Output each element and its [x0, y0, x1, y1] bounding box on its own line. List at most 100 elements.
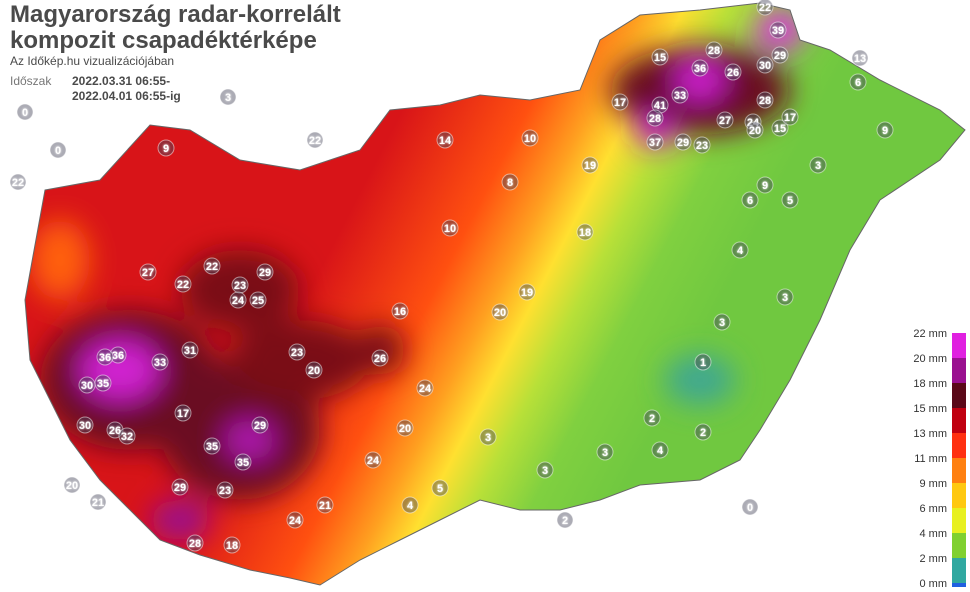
- station-marker: [521, 129, 539, 147]
- station-value: 26: [109, 425, 121, 437]
- legend-swatch: [952, 508, 966, 533]
- station-marker: [436, 131, 454, 149]
- station-marker: [611, 93, 629, 111]
- station-value: 2: [649, 413, 655, 425]
- station-value: 3: [719, 317, 725, 329]
- station-value: 14: [439, 135, 452, 147]
- station-marker: [203, 257, 221, 275]
- station-value: 6: [855, 77, 861, 89]
- station-value: 0: [747, 502, 753, 514]
- station-marker: [139, 263, 157, 281]
- period-from: 2022.03.31 06:55-: [72, 74, 171, 88]
- station-marker: [809, 156, 827, 174]
- station-value: 30: [759, 60, 771, 72]
- legend-label: 13 mm: [913, 428, 947, 440]
- legend-label: 22 mm: [913, 328, 947, 340]
- station-value: 25: [252, 295, 264, 307]
- legend-swatch: [952, 358, 966, 383]
- legend-label: 0 mm: [920, 578, 948, 590]
- legend-swatch: [952, 583, 966, 587]
- station-marker: [63, 476, 81, 494]
- station-value: 15: [774, 123, 786, 135]
- station-value: 41: [654, 100, 666, 112]
- legend-swatch: [952, 558, 966, 583]
- station-value: 3: [225, 92, 231, 104]
- station-value: 18: [579, 227, 591, 239]
- station-value: 36: [694, 63, 706, 75]
- station-value: 21: [319, 500, 331, 512]
- station-marker: [151, 353, 169, 371]
- station-marker: [441, 219, 459, 237]
- station-marker: [216, 481, 234, 499]
- legend-swatch: [952, 383, 966, 408]
- legend-label: 6 mm: [920, 503, 948, 515]
- station-value: 3: [602, 447, 608, 459]
- station-value: 15: [654, 52, 666, 64]
- station-marker: [646, 109, 664, 127]
- station-value: 22: [206, 261, 218, 273]
- station-marker: [781, 191, 799, 209]
- station-value: 6: [747, 195, 753, 207]
- station-marker: [231, 276, 249, 294]
- station-value: 20: [494, 307, 506, 319]
- station-marker: [288, 343, 306, 361]
- station-marker: [651, 441, 669, 459]
- station-marker: [251, 416, 269, 434]
- station-marker: [651, 48, 669, 66]
- station-marker: [849, 73, 867, 91]
- station-marker: [646, 133, 664, 151]
- station-marker: [705, 41, 723, 59]
- station-value: 3: [485, 432, 491, 444]
- station-marker: [219, 88, 237, 106]
- station-value: 17: [614, 97, 626, 109]
- station-marker: [16, 103, 34, 121]
- station-value: 17: [177, 408, 189, 420]
- station-marker: [671, 86, 689, 104]
- station-value: 26: [727, 67, 739, 79]
- title: Magyarország radar-korrelált: [10, 1, 341, 28]
- station-value: 32: [121, 431, 133, 443]
- station-value: 13: [854, 53, 866, 65]
- station-marker: [651, 96, 669, 114]
- station-value: 22: [12, 177, 24, 189]
- station-marker: [776, 288, 794, 306]
- station-marker: [643, 409, 661, 427]
- legend-label: 15 mm: [913, 403, 947, 415]
- period-to: 2022.04.01 06:55-ig: [72, 89, 181, 103]
- station-marker: [756, 176, 774, 194]
- station-marker: [691, 59, 709, 77]
- station-value: 0: [55, 145, 61, 157]
- station-marker: [518, 283, 536, 301]
- station-marker: [89, 493, 107, 511]
- station-value: 17: [784, 112, 796, 124]
- legend-label: 4 mm: [920, 528, 948, 540]
- station-value: 23: [696, 140, 708, 152]
- station-marker: [249, 291, 267, 309]
- legend-label: 20 mm: [913, 353, 947, 365]
- station-value: 2: [562, 515, 568, 527]
- station-marker: [256, 263, 274, 281]
- station-marker: [741, 191, 759, 209]
- station-marker: [371, 349, 389, 367]
- station-value: 26: [374, 353, 386, 365]
- station-value: 19: [521, 287, 533, 299]
- station-marker: [674, 133, 692, 151]
- station-value: 23: [291, 347, 303, 359]
- station-value: 24: [232, 295, 245, 307]
- station-marker: [401, 496, 419, 514]
- station-marker: [693, 136, 711, 154]
- station-value: 29: [259, 267, 271, 279]
- station-value: 16: [394, 306, 406, 318]
- station-marker: [694, 423, 712, 441]
- legend: 22 mm 20 mm 18 mm 15 mm 13 mm 11 mm 9 mm 6 mm 4 …: [913, 328, 966, 590]
- station-value: 4: [737, 245, 744, 257]
- station-value: 9: [163, 143, 169, 155]
- station-value: 9: [882, 125, 888, 137]
- station-marker: [876, 121, 894, 139]
- station-value: 36: [99, 352, 111, 364]
- station-value: 29: [774, 50, 786, 62]
- station-marker: [576, 223, 594, 241]
- station-value: 19: [584, 160, 596, 172]
- period-label: Időszak: [10, 74, 52, 88]
